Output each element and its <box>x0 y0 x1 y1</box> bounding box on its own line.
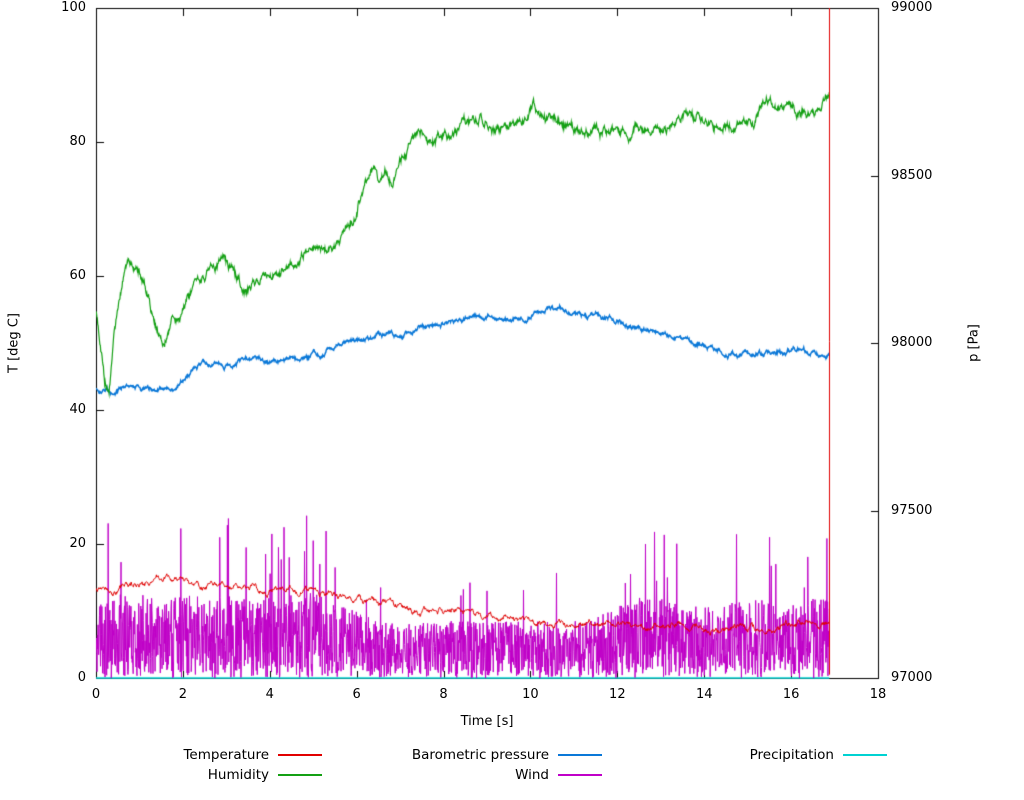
y-left-tick-label: 0 <box>77 670 86 685</box>
legend-label-precipitation: Precipitation <box>749 747 834 763</box>
y-left-tick-label: 20 <box>69 536 86 551</box>
legend-label-temperature: Temperature <box>183 747 269 763</box>
y-left-tick-label: 40 <box>69 402 86 417</box>
y-right-tick-label: 99000 <box>891 0 933 15</box>
y-right-tick-label: 98500 <box>891 167 933 183</box>
legend-line-barometric-pressure <box>558 754 602 756</box>
legend-line-precipitation <box>843 754 887 756</box>
x-tick-label: 10 <box>522 687 539 702</box>
legend-item-wind: Wind <box>330 766 602 784</box>
legend-label-wind: Wind <box>515 767 549 783</box>
x-tick-label: 14 <box>695 687 713 702</box>
legend-item-barometric-pressure: Barometric pressure <box>330 746 602 764</box>
y-left-tick-label: 80 <box>69 134 86 149</box>
right-axis-title: p [Pa] <box>966 324 982 362</box>
x-tick-label: 16 <box>782 687 800 702</box>
x-tick-label: 6 <box>352 687 361 702</box>
legend-item-humidity: Humidity <box>50 766 322 784</box>
legend-item-temperature: Temperature <box>50 746 322 764</box>
x-tick-label: 2 <box>178 687 188 702</box>
y-right-tick-label: 97000 <box>891 670 933 685</box>
y-left-tick-label: 60 <box>69 268 86 283</box>
x-tick-label: 4 <box>265 687 274 702</box>
legend-item-precipitation: Precipitation <box>615 746 887 764</box>
y-right-tick-label: 98000 <box>891 335 933 350</box>
x-tick-label: 12 <box>609 687 626 702</box>
y-right-tick-label: 97500 <box>891 502 933 518</box>
legend-label-humidity: Humidity <box>207 767 269 783</box>
x-axis-title: Time [s] <box>460 714 514 729</box>
legend-label-barometric-pressure: Barometric pressure <box>411 747 549 763</box>
legend-line-temperature <box>278 754 322 756</box>
x-tick-label: 8 <box>439 687 448 702</box>
legend-line-wind <box>558 774 602 776</box>
y-left-tick-label: 100 <box>61 0 86 15</box>
legend-line-humidity <box>278 774 322 776</box>
left-axis-title: T [deg C] <box>6 313 22 373</box>
x-tick-label: 18 <box>869 687 887 702</box>
x-tick-label: 0 <box>91 687 101 702</box>
